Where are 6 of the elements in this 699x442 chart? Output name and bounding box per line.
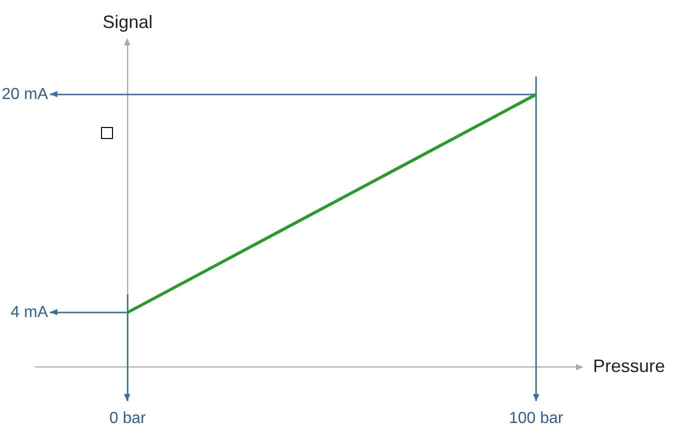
x-tick-label: 100 bar bbox=[508, 410, 564, 428]
y-axis-title: Signal bbox=[102, 12, 153, 32]
x-axis-title: Pressure bbox=[593, 356, 666, 376]
y-tick-label: 4 mA bbox=[10, 304, 48, 321]
y-tick-label: 20 mA bbox=[2, 86, 48, 103]
x-tick-label: 0 bar bbox=[109, 410, 147, 428]
